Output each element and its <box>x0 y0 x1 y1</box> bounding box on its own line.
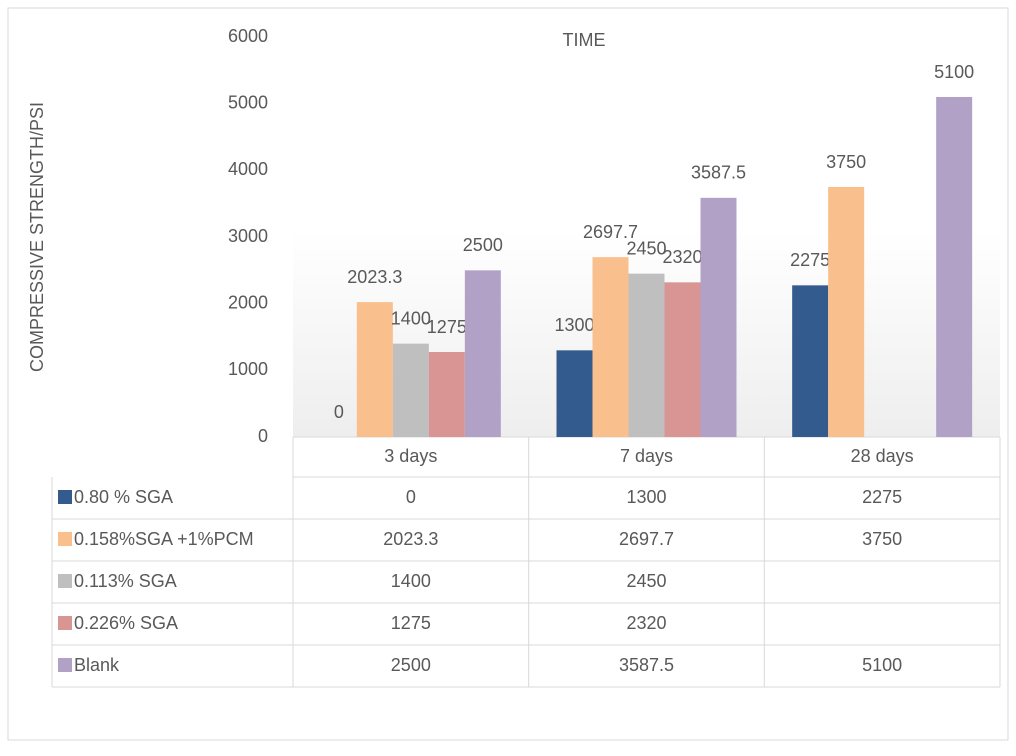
data-label: 2023.3 <box>347 267 402 287</box>
bar <box>428 352 465 437</box>
legend-label: 0.80 % SGA <box>74 487 173 507</box>
table-cell: 2697.7 <box>619 529 674 549</box>
y-tick-label: 2000 <box>228 292 268 312</box>
bar <box>556 350 593 437</box>
table-cell: 1300 <box>626 487 666 507</box>
y-tick-label: 4000 <box>228 159 268 179</box>
bar <box>664 282 701 437</box>
y-tick-label: 0 <box>258 426 268 446</box>
data-label: 3750 <box>826 152 866 172</box>
legend-label: 0.226% SGA <box>74 613 178 633</box>
x-tick-label: 3 days <box>384 446 437 466</box>
x-tick-label: 28 days <box>851 446 914 466</box>
data-label: 1275 <box>427 317 467 337</box>
table-cell: 1275 <box>391 613 431 633</box>
y-tick-label: 3000 <box>228 226 268 246</box>
y-tick-label: 1000 <box>228 359 268 379</box>
table-cell: 2023.3 <box>383 529 438 549</box>
legend-swatch <box>58 490 72 504</box>
legend-swatch <box>58 532 72 546</box>
data-label: 5100 <box>934 62 974 82</box>
bar <box>828 187 865 437</box>
legend-swatch <box>58 658 72 672</box>
table-cell: 2500 <box>391 655 431 675</box>
table-cell: 5100 <box>862 655 902 675</box>
data-label: 1400 <box>391 308 431 328</box>
legend-label: 0.158%SGA +1%PCM <box>74 529 254 549</box>
bar <box>700 197 737 437</box>
bar <box>464 270 501 437</box>
table-cell: 1400 <box>391 571 431 591</box>
bar <box>628 273 665 437</box>
data-label: 0 <box>334 402 344 422</box>
table-cell: 0 <box>406 487 416 507</box>
x-tick-label: 7 days <box>620 446 673 466</box>
data-label: 2320 <box>662 247 702 267</box>
data-label: 2275 <box>790 250 830 270</box>
chart-title: TIME <box>563 30 606 50</box>
data-label: 3587.5 <box>691 163 746 183</box>
bar <box>936 97 973 437</box>
legend-swatch <box>58 616 72 630</box>
legend-label: Blank <box>74 655 120 675</box>
data-label: 2697.7 <box>583 222 638 242</box>
bar <box>392 343 429 437</box>
table-cell: 3587.5 <box>619 655 674 675</box>
y-tick-label: 5000 <box>228 92 268 112</box>
data-label: 2450 <box>626 238 666 258</box>
bar <box>792 285 829 437</box>
table-cell: 2320 <box>626 613 666 633</box>
data-label: 1300 <box>554 315 594 335</box>
table-cell: 2450 <box>626 571 666 591</box>
table-cell: 2275 <box>862 487 902 507</box>
legend-swatch <box>58 574 72 588</box>
bar <box>592 257 629 437</box>
bar <box>356 302 393 437</box>
y-tick-label: 6000 <box>228 26 268 46</box>
y-axis-label: COMPRESSIVE STRENGTH/PSI <box>27 102 47 372</box>
legend-label: 0.113% SGA <box>74 571 177 591</box>
data-label: 2500 <box>463 235 503 255</box>
table-cell: 3750 <box>862 529 902 549</box>
